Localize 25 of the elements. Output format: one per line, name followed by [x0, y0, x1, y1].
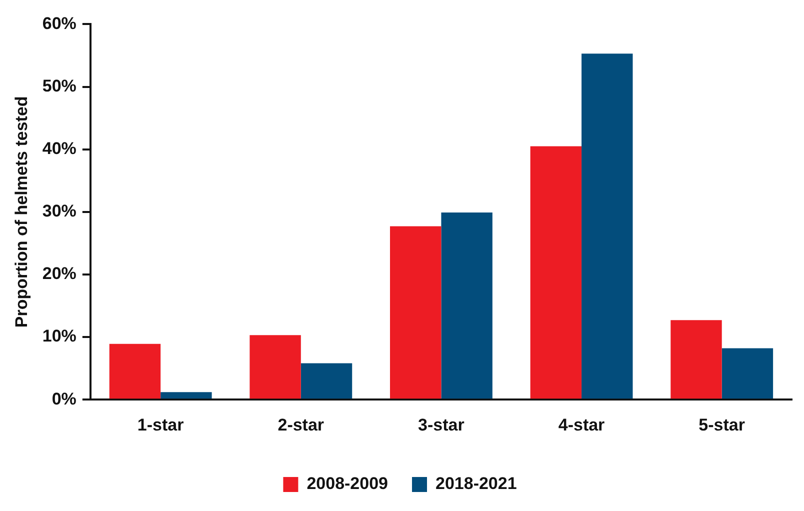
x-tick-label: 3-star	[418, 415, 465, 434]
x-tick-label: 5-star	[698, 415, 746, 434]
bar	[722, 348, 774, 399]
bar	[390, 226, 442, 399]
y-tick-label: 10%	[42, 326, 76, 346]
bar	[441, 212, 492, 399]
y-tick-label: 40%	[42, 139, 76, 158]
legend-label: 2018-2021	[436, 474, 517, 494]
bar	[670, 320, 722, 399]
bar	[109, 344, 161, 399]
y-tick-label: 60%	[42, 14, 76, 33]
y-tick-label: 50%	[42, 76, 76, 96]
bar	[250, 335, 301, 399]
legend-label: 2008-2009	[306, 474, 388, 494]
y-tick-label: 30%	[42, 202, 76, 221]
bar	[530, 146, 582, 399]
bar	[582, 54, 633, 399]
bar	[160, 392, 212, 399]
y-axis-title: Proportion of helmets tested	[12, 96, 31, 328]
bar	[300, 363, 352, 399]
x-tick-label: 4-star	[558, 415, 606, 434]
x-tick-label: 2-star	[278, 415, 324, 434]
y-tick-label: 0%	[52, 389, 76, 408]
x-tick-label: 1-star	[137, 415, 184, 434]
y-tick-label: 20%	[42, 264, 76, 284]
